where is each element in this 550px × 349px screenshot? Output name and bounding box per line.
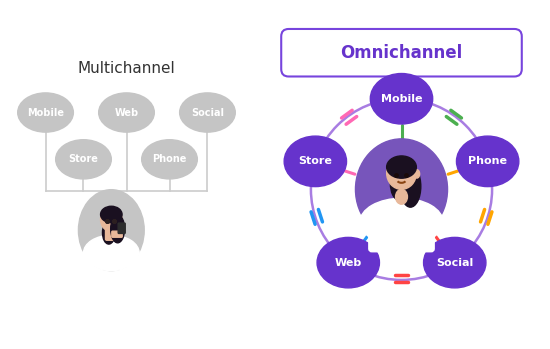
Ellipse shape [98, 93, 155, 132]
Ellipse shape [395, 190, 408, 204]
Ellipse shape [142, 140, 197, 179]
Ellipse shape [102, 221, 115, 244]
Ellipse shape [370, 74, 433, 124]
FancyBboxPatch shape [281, 29, 522, 76]
Ellipse shape [390, 167, 406, 200]
Ellipse shape [111, 215, 125, 243]
Text: Mobile: Mobile [27, 107, 64, 118]
Ellipse shape [387, 156, 416, 178]
FancyBboxPatch shape [112, 231, 122, 237]
FancyBboxPatch shape [369, 210, 434, 252]
Ellipse shape [387, 157, 416, 190]
FancyBboxPatch shape [118, 223, 125, 233]
Ellipse shape [414, 170, 420, 178]
Ellipse shape [400, 165, 421, 207]
Ellipse shape [360, 198, 443, 246]
Ellipse shape [101, 208, 122, 231]
Text: Multichannel: Multichannel [78, 61, 175, 76]
Text: Store: Store [299, 156, 332, 166]
Ellipse shape [355, 139, 448, 240]
Ellipse shape [317, 237, 379, 288]
Text: Social: Social [436, 258, 474, 268]
Ellipse shape [79, 190, 144, 270]
Text: Omnichannel: Omnichannel [340, 44, 463, 62]
Text: Phone: Phone [468, 156, 507, 166]
Text: Mobile: Mobile [381, 94, 422, 104]
FancyBboxPatch shape [106, 228, 117, 240]
Ellipse shape [101, 206, 122, 223]
Text: Phone: Phone [152, 154, 186, 164]
Text: Web: Web [114, 107, 139, 118]
Text: Store: Store [69, 154, 98, 164]
Ellipse shape [456, 136, 519, 187]
Ellipse shape [180, 93, 235, 132]
Text: Web: Web [334, 258, 362, 268]
Ellipse shape [284, 136, 346, 187]
Ellipse shape [56, 140, 111, 179]
Text: Social: Social [191, 107, 224, 118]
Ellipse shape [424, 237, 486, 288]
Ellipse shape [18, 93, 73, 132]
Ellipse shape [84, 235, 139, 270]
